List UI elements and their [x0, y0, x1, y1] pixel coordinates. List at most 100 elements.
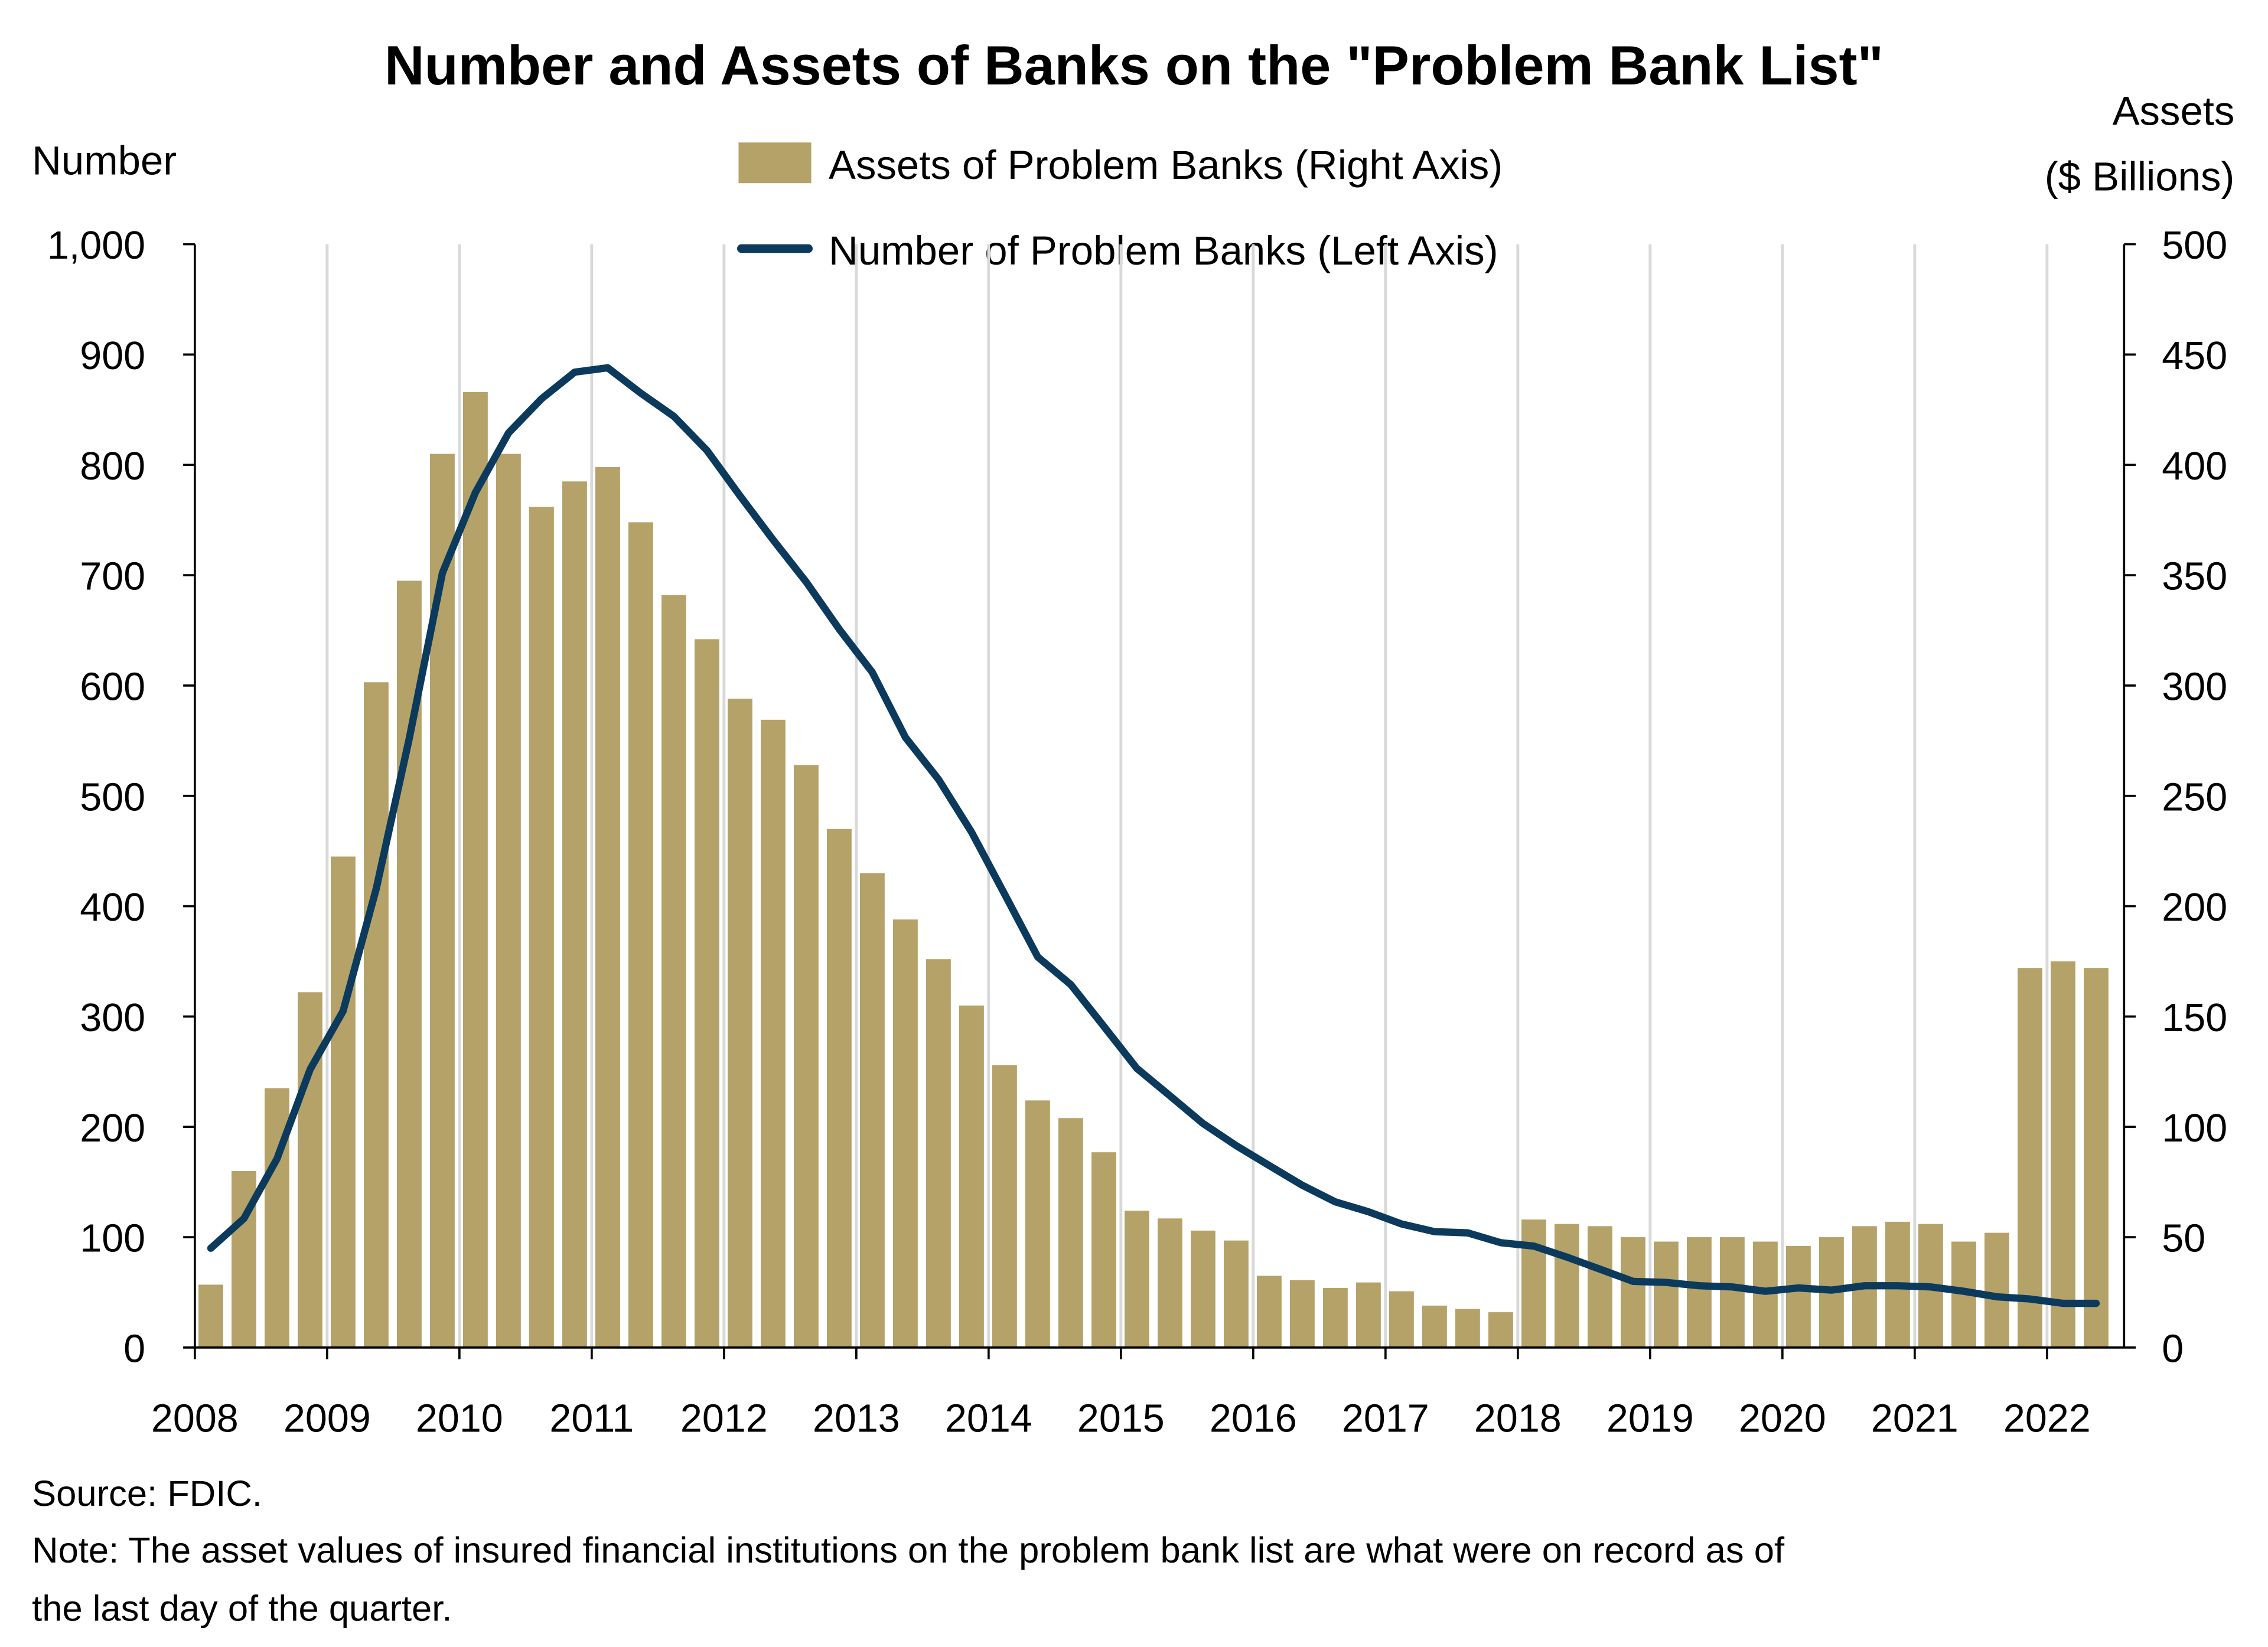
x-tick-label: 2009 — [284, 1397, 371, 1441]
asset-bar — [1025, 1100, 1050, 1348]
asset-bars — [198, 392, 2109, 1348]
asset-bar — [1058, 1118, 1083, 1348]
note-line-2: the last day of the quarter. — [32, 1589, 452, 1629]
chart-title: Number and Assets of Banks on the "Probl… — [384, 34, 1884, 96]
asset-bar — [1555, 1224, 1579, 1348]
left-tick-label: 200 — [80, 1107, 145, 1150]
asset-bar — [728, 699, 752, 1348]
right-tick-label: 150 — [2162, 996, 2227, 1040]
asset-bar — [1158, 1218, 1182, 1348]
right-tick-label: 350 — [2162, 555, 2227, 599]
x-tick-label: 2014 — [945, 1397, 1032, 1441]
asset-bar — [662, 595, 686, 1348]
asset-bar — [1125, 1211, 1149, 1348]
asset-bar — [1455, 1309, 1480, 1348]
left-tick-label: 300 — [80, 996, 145, 1040]
asset-bar — [1323, 1287, 1348, 1348]
right-tick-label: 50 — [2162, 1217, 2205, 1261]
right-tick-label: 200 — [2162, 886, 2227, 930]
asset-bar — [1984, 1232, 2009, 1348]
asset-bar — [926, 959, 951, 1348]
asset-bar — [2084, 968, 2109, 1348]
asset-bar — [1422, 1305, 1447, 1348]
x-tick-label: 2018 — [1474, 1397, 1562, 1441]
asset-bar — [1621, 1237, 1645, 1348]
right-tick-label: 400 — [2162, 445, 2227, 488]
left-tick-label: 500 — [80, 775, 145, 819]
tick-labels: 2008 2009 2010 2011 2012 2013 2014 2015 2016 2017… — [47, 224, 2227, 1440]
asset-bar — [298, 992, 322, 1348]
asset-bar — [1389, 1291, 1414, 1348]
asset-bar — [827, 829, 852, 1348]
asset-bar — [860, 873, 885, 1348]
legend-swatch-assets — [738, 142, 812, 184]
number-line — [207, 364, 2100, 1307]
right-axis-label-line2: ($ Billions) — [2045, 154, 2235, 199]
x-tick-label: 2008 — [151, 1397, 239, 1441]
asset-bar — [1191, 1230, 1216, 1348]
legend-label-assets: Assets of Problem Banks (Right Axis) — [829, 142, 1503, 188]
number-series-line — [207, 364, 2100, 1307]
left-tick-label: 900 — [80, 334, 145, 378]
asset-bar — [562, 481, 587, 1348]
asset-bar — [198, 1284, 223, 1348]
asset-bar — [1224, 1240, 1249, 1348]
asset-bar — [992, 1065, 1017, 1348]
left-tick-label: 800 — [80, 445, 145, 488]
x-tick-label: 2016 — [1210, 1397, 1297, 1441]
asset-bar — [331, 856, 356, 1348]
asset-bar — [794, 765, 819, 1348]
x-tick-label: 2017 — [1342, 1397, 1429, 1441]
asset-bar — [529, 507, 554, 1348]
x-tick-label: 2020 — [1739, 1397, 1826, 1441]
asset-bar — [463, 392, 488, 1348]
x-tick-label: 2019 — [1606, 1397, 1694, 1441]
asset-bar — [1356, 1282, 1381, 1348]
gridlines — [325, 244, 2049, 1348]
right-tick-label: 0 — [2162, 1328, 2184, 1371]
x-tick-label: 2010 — [416, 1397, 503, 1441]
left-tick-label: 600 — [80, 666, 145, 709]
right-axis-label-line1: Assets — [2113, 89, 2235, 134]
x-tick-label: 2021 — [1871, 1397, 1959, 1441]
asset-bar — [2051, 961, 2075, 1348]
asset-bar — [1257, 1276, 1282, 1348]
asset-bar — [1588, 1226, 1612, 1348]
right-tick-label: 450 — [2162, 334, 2227, 378]
left-tick-label: 1,000 — [47, 224, 145, 268]
asset-bar — [2018, 968, 2042, 1348]
asset-bar — [364, 682, 389, 1348]
left-tick-label: 0 — [123, 1328, 145, 1371]
asset-bar — [695, 639, 719, 1348]
source-text: Source: FDIC. — [32, 1473, 262, 1514]
asset-bar — [628, 522, 653, 1348]
right-tick-label: 100 — [2162, 1107, 2227, 1150]
x-tick-label: 2012 — [680, 1397, 768, 1441]
asset-bar — [1687, 1237, 1712, 1348]
asset-bar — [1091, 1152, 1116, 1348]
asset-bar — [1720, 1237, 1745, 1348]
left-tick-label: 100 — [80, 1217, 145, 1261]
x-tick-label: 2011 — [549, 1397, 634, 1441]
asset-bar — [959, 1005, 984, 1348]
right-tick-label: 250 — [2162, 775, 2227, 819]
left-tick-label: 400 — [80, 886, 145, 930]
legend-label-number: Number of Problem Banks (Left Axis) — [829, 228, 1498, 273]
x-tick-label: 2015 — [1077, 1397, 1165, 1441]
axes — [183, 243, 2136, 1359]
x-tick-label: 2013 — [813, 1397, 900, 1441]
asset-bar — [496, 454, 521, 1348]
asset-bar — [1290, 1280, 1315, 1348]
note-line-1: Note: The asset values of insured financ… — [32, 1530, 1785, 1571]
asset-bar — [761, 719, 786, 1348]
asset-bar — [1786, 1246, 1811, 1348]
right-tick-label: 300 — [2162, 666, 2227, 709]
left-tick-label: 700 — [80, 555, 145, 599]
left-axis-label: Number — [32, 138, 177, 183]
asset-bar — [893, 919, 918, 1348]
asset-bar — [595, 467, 620, 1348]
asset-bar — [1654, 1241, 1679, 1348]
asset-bar — [1488, 1312, 1513, 1348]
asset-bar — [1521, 1219, 1546, 1348]
right-tick-label: 500 — [2162, 224, 2227, 268]
